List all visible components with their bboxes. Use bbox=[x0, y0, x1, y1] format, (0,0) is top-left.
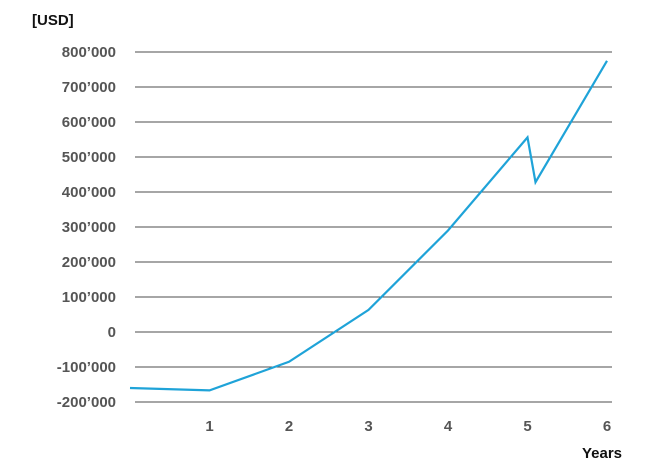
series-line bbox=[129, 60, 608, 392]
gridlines bbox=[135, 51, 612, 403]
x-tick-label: 3 bbox=[364, 418, 372, 435]
y-tick-label: 500’000 bbox=[62, 149, 116, 166]
y-tick-label: 300’000 bbox=[62, 219, 116, 236]
x-tick-label: 6 bbox=[603, 418, 611, 435]
y-tick-label: 800’000 bbox=[62, 44, 116, 61]
y-tick-label: 0 bbox=[108, 324, 116, 341]
y-tick-label: 400’000 bbox=[62, 184, 116, 201]
y-tick-label: 100’000 bbox=[62, 289, 116, 306]
x-tick-label: 1 bbox=[205, 418, 213, 435]
y-tick-label: 700’000 bbox=[62, 79, 116, 96]
y-tick-label: -100’000 bbox=[57, 359, 116, 376]
x-tick-label: 2 bbox=[285, 418, 293, 435]
y-axis-title: [USD] bbox=[32, 12, 74, 29]
x-axis-tick-labels: 1 2 3 4 5 6 bbox=[205, 418, 611, 435]
x-axis-title: Years bbox=[582, 445, 622, 462]
x-tick-label: 5 bbox=[523, 418, 531, 435]
y-tick-label: -200’000 bbox=[57, 394, 116, 411]
y-tick-label: 200’000 bbox=[62, 254, 116, 271]
x-tick-label: 4 bbox=[444, 418, 453, 435]
y-axis-tick-labels: 800’000 700’000 600’000 500’000 400’000 300’0… bbox=[57, 44, 116, 411]
y-tick-label: 600’000 bbox=[62, 114, 116, 131]
series-layer bbox=[129, 60, 608, 392]
